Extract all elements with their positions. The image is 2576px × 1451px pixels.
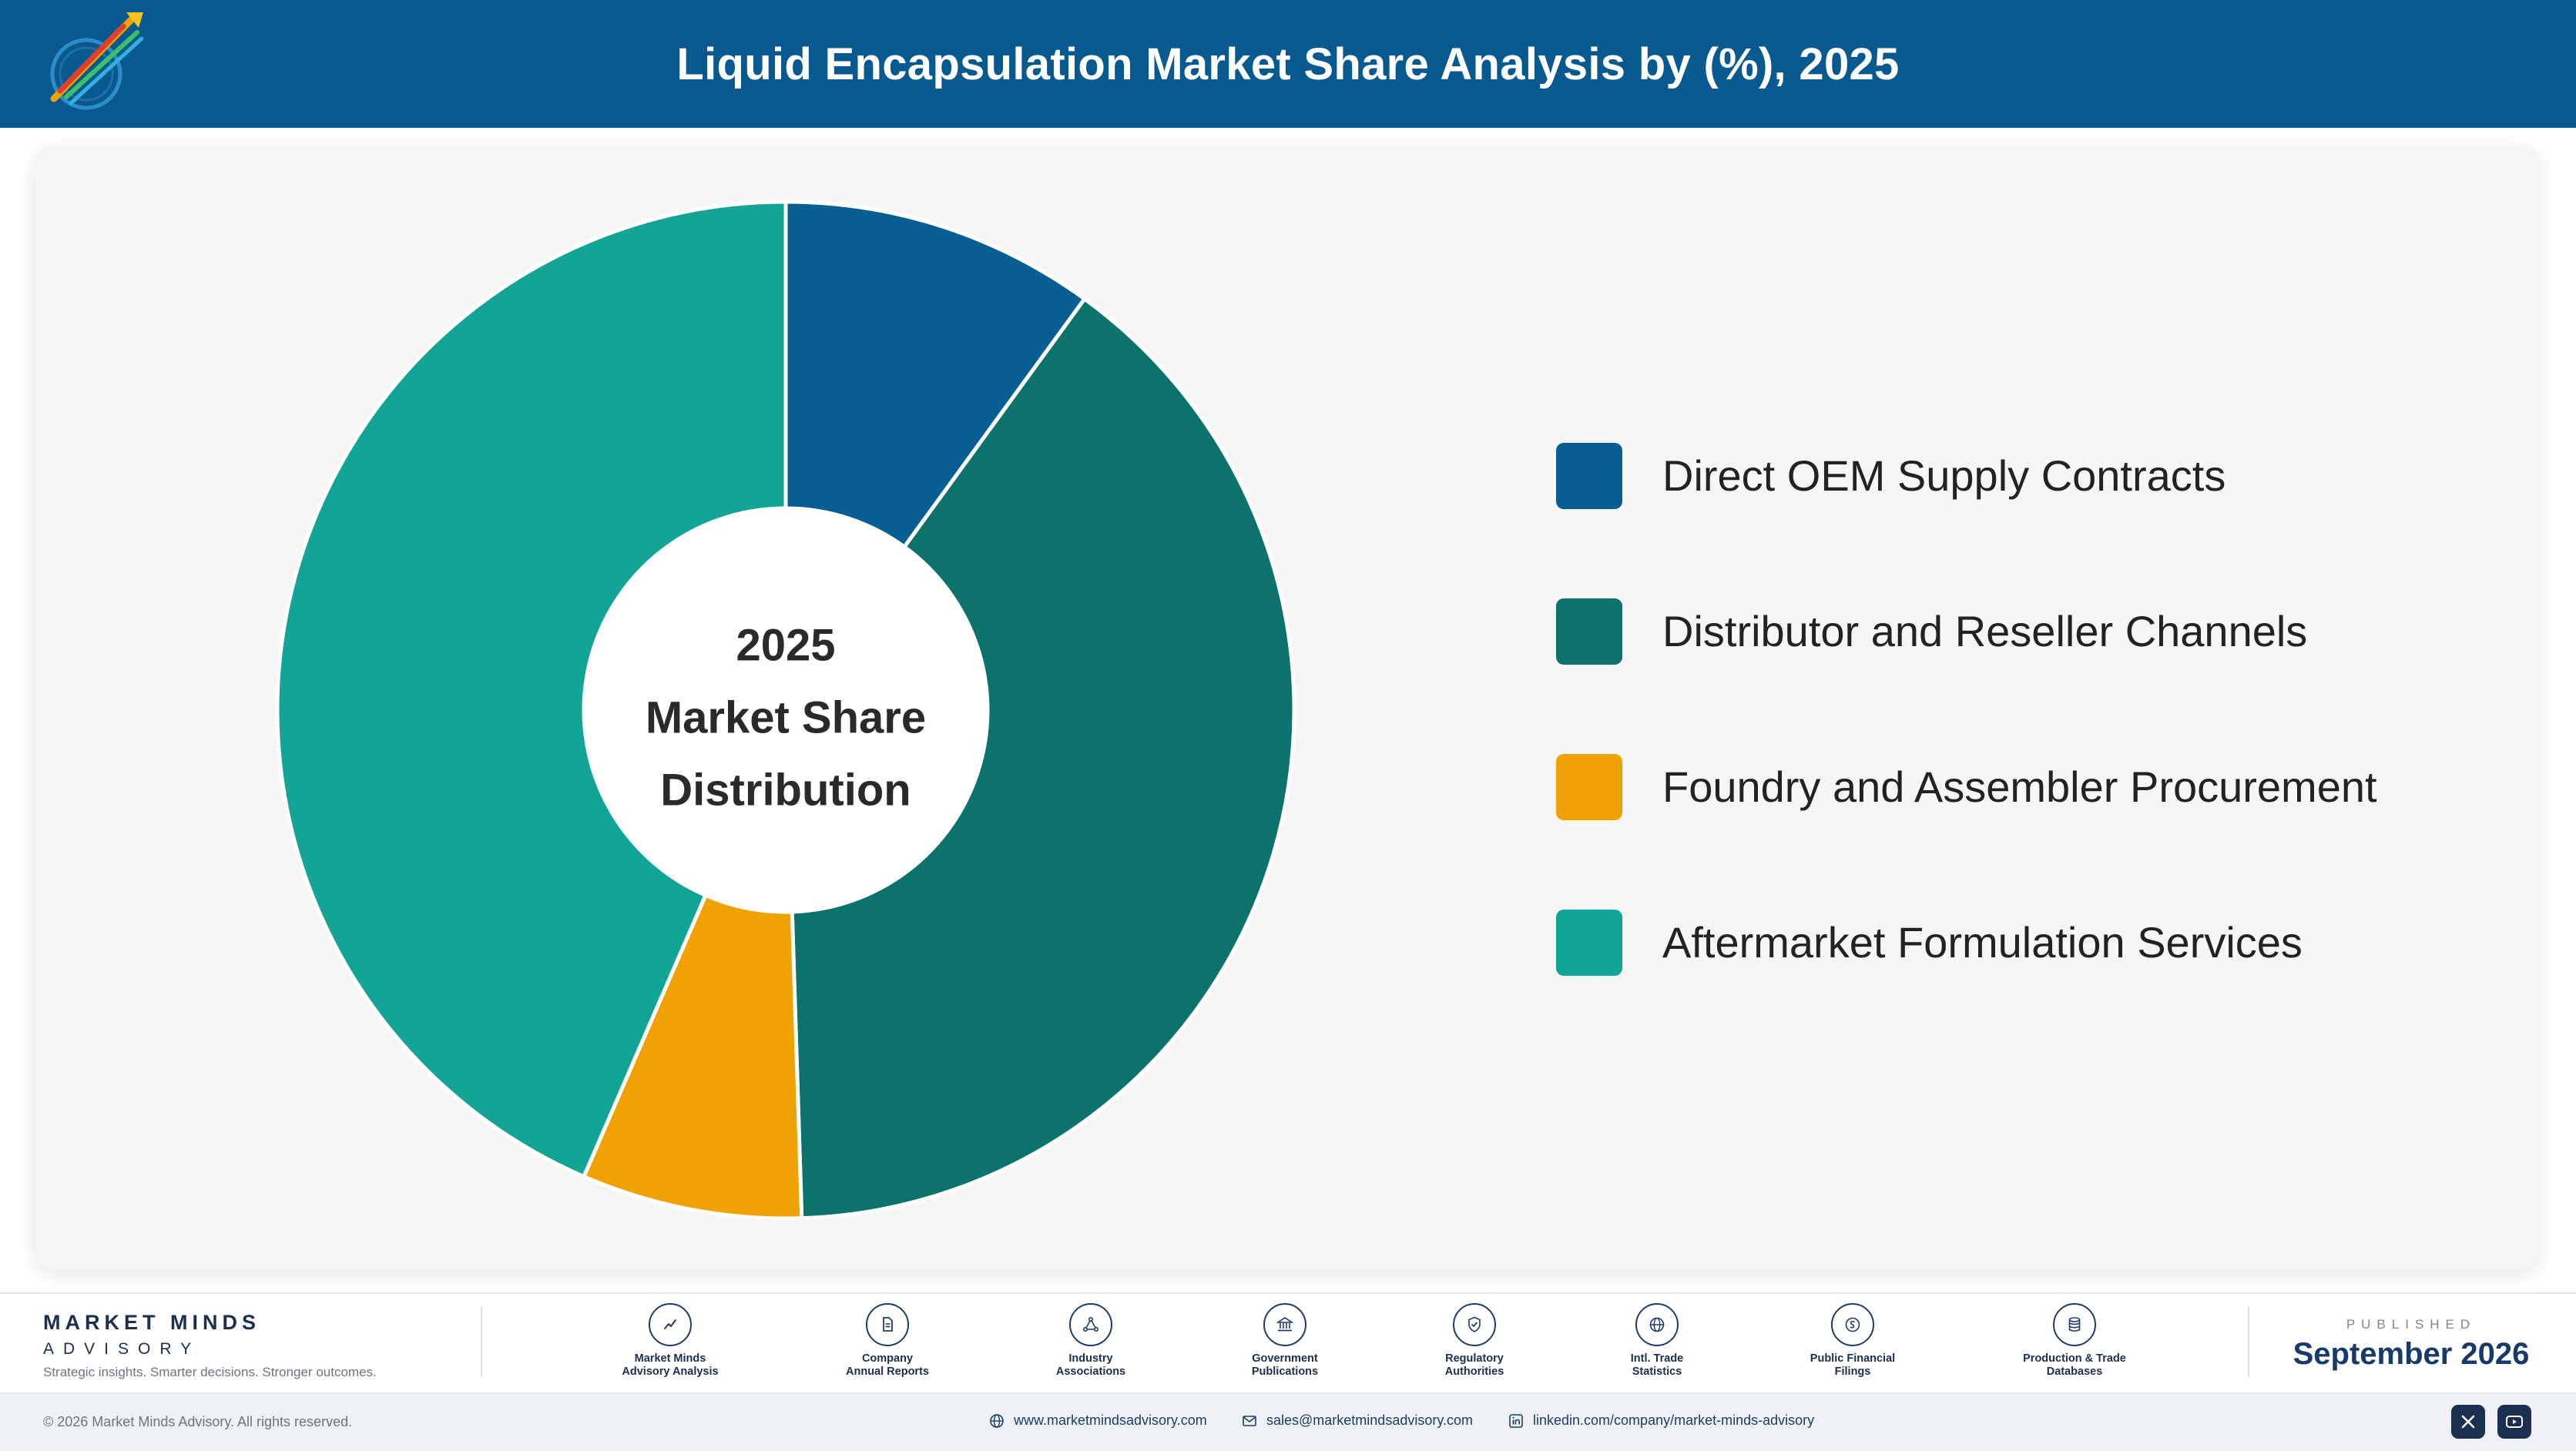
footer-tagline: Strategic insights. Smarter decisions. S… (43, 1365, 377, 1379)
legend-swatch (1556, 754, 1622, 820)
data-source-item: Company Annual Reports (810, 1303, 964, 1379)
data-source-item: Industry Associations (1014, 1303, 1168, 1379)
footer-divider (2248, 1306, 2249, 1377)
x-icon (2461, 1415, 2475, 1429)
data-source-label: Industry Associations (1055, 1352, 1126, 1378)
copyright-text: © 2026 Market Minds Advisory. All rights… (43, 1414, 353, 1429)
footer-contact-bar: © 2026 Market Minds Advisory. All rights… (0, 1392, 2576, 1451)
legend-label: Distributor and Reseller Channels (1662, 607, 2308, 655)
data-source-icon-ring (1263, 1303, 1306, 1346)
website-link[interactable]: www.marketmindsadvisory.com (989, 1412, 1207, 1429)
company-logo (50, 12, 144, 110)
document-icon (883, 1317, 893, 1332)
website-text: www.marketmindsadvisory.com (1014, 1412, 1207, 1428)
legend-swatch (1556, 598, 1622, 665)
data-source-label: Regulatory Authorities (1444, 1352, 1504, 1378)
database-icon (2068, 1317, 2081, 1332)
data-source-item: Regulatory Authorities (1397, 1303, 1551, 1379)
donut-center-label-line: Distribution (660, 765, 911, 815)
legend-label: Aftermarket Formulation Services (1662, 918, 2303, 967)
footer-brand-sub: ADVISORY (43, 1340, 201, 1358)
published-date: September 2026 (2293, 1337, 2530, 1371)
legend-swatch (1556, 910, 1622, 976)
page-title: Liquid Encapsulation Market Share Analys… (676, 39, 1900, 89)
data-source-item: Government Publications (1208, 1303, 1362, 1379)
data-source-label: Market Minds Advisory Analysis (622, 1352, 719, 1378)
data-source-icon-ring (1831, 1303, 1874, 1346)
coin-icon (1845, 1317, 1860, 1332)
data-source-label: Company Annual Reports (846, 1352, 929, 1378)
legend-swatch (1556, 443, 1622, 509)
legend-label: Foundry and Assembler Procurement (1662, 762, 2377, 811)
government-building-icon (1276, 1317, 1294, 1332)
mail-icon (1243, 1415, 1256, 1426)
data-source-icon-ring (2053, 1303, 2096, 1346)
linkedin-icon (1509, 1413, 1523, 1428)
chart-card: 2025 Market Share Distribution Direct OEM … (35, 146, 2539, 1269)
data-source-icon-ring (1635, 1303, 1679, 1346)
donut-chart: 2025 Market Share Distribution (275, 199, 1296, 1221)
globe-icon (1649, 1317, 1665, 1332)
data-source-label: Government Publications (1251, 1352, 1319, 1378)
youtube-social-button[interactable] (2497, 1405, 2531, 1439)
trend-chart-icon (664, 1319, 676, 1329)
shield-check-icon (1468, 1316, 1481, 1332)
youtube-icon (2506, 1416, 2523, 1428)
legend-label: Direct OEM Supply Contracts (1662, 451, 2226, 500)
data-source-label: Intl. Trade Statistics (1630, 1352, 1684, 1378)
donut-center-hole (584, 508, 988, 912)
donut-center-label-line: Market Share (646, 692, 926, 742)
data-source-item: Public Financial Filings (1776, 1303, 1930, 1379)
published-label: PUBLISHED (2346, 1317, 2477, 1332)
footer-sources-bar: MARKET MINDS ADVISORY Strategic insights… (0, 1292, 2576, 1392)
data-source-label: Production & Trade Databases (2023, 1352, 2126, 1378)
data-source-icon-ring (1069, 1303, 1112, 1346)
donut-slice-2[interactable] (790, 296, 1296, 1221)
data-source-label: Public Financial Filings (1810, 1352, 1896, 1378)
data-source-icon-ring (1453, 1303, 1496, 1346)
email-text: sales@marketmindsadvisory.com (1266, 1412, 1474, 1428)
data-source-item: Production & Trade Databases (1997, 1303, 2152, 1379)
linkedin-text: linkedin.com/company/market-minds-adviso… (1533, 1412, 1815, 1428)
data-source-icon-ring (866, 1303, 909, 1346)
network-icon (1082, 1316, 1098, 1332)
header-bar: Liquid Encapsulation Market Share Analys… (0, 0, 2576, 128)
data-source-item: Intl. Trade Statistics (1580, 1303, 1734, 1379)
donut-center-label-line: 2025 (736, 620, 835, 670)
footer-brand-name: MARKET MINDS (43, 1311, 260, 1334)
data-source-item: Market Minds Advisory Analysis (593, 1303, 747, 1379)
linkedin-link[interactable]: linkedin.com/company/market-minds-adviso… (1508, 1412, 1814, 1429)
email-link[interactable]: sales@marketmindsadvisory.com (1242, 1412, 1473, 1429)
data-source-icon-ring (649, 1303, 692, 1346)
globe-icon (990, 1413, 1004, 1428)
footer-divider (481, 1306, 482, 1377)
x-social-button[interactable] (2451, 1405, 2485, 1439)
